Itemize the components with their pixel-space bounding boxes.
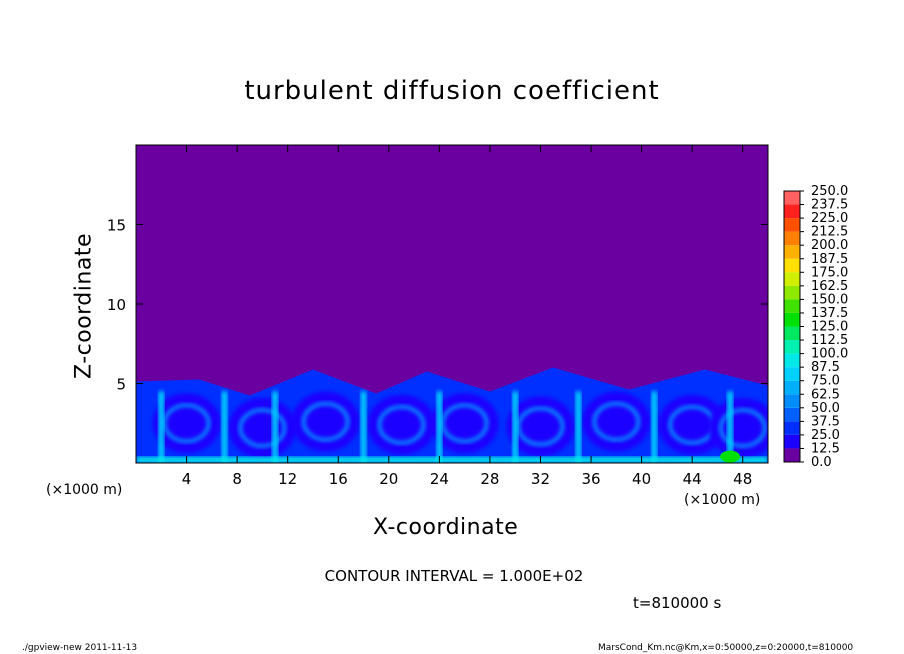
colorbar-swatch [784,191,800,205]
footer-source: MarsCond_Km.nc@Km,x=0:50000,z=0:20000,t=… [598,643,854,653]
colorbar-swatch [784,380,800,395]
colorbar-swatch [784,394,800,408]
colorbar-label: 50.0 [811,401,840,416]
updraft-plume [436,391,443,463]
colorbar-label: 162.5 [811,279,848,294]
x-tick-label: 8 [232,470,242,488]
colorbar-swatch [784,245,800,259]
y-axis: 5 10 15 [107,217,768,394]
updraft-plume [360,391,367,463]
updraft-plume [727,391,734,463]
colorbar-swatch [784,407,800,422]
eddy-ring [516,406,564,446]
colorbar-label: 87.5 [811,360,840,375]
colorbar-swatch [784,448,800,462]
colorbar-swatch [784,434,800,449]
x-tick-label: 36 [581,470,600,488]
colorbar-label: 37.5 [811,414,840,429]
footer-program-date: ./gpview-new 2011-11-13 [22,643,138,653]
colorbar-label: 62.5 [811,387,840,402]
colorbar-label: 125.0 [811,320,848,335]
colorbar-swatch [784,285,800,300]
eddy-ring [377,405,425,445]
colorbar: 0.012.525.037.550.062.575.087.5100.0112.… [783,184,848,470]
eddy-cell [367,394,436,455]
eddy-cell [291,391,360,452]
surface-layer [136,456,768,463]
colorbar-label: 237.5 [811,198,848,213]
colorbar-label: 187.5 [811,252,848,267]
eddy-ring [719,408,767,448]
colorbar-label: 250.0 [811,184,848,199]
colorbar-label: 175.0 [811,265,848,280]
colorbar-label: 0.0 [811,455,832,470]
colorbar-swatch [784,421,800,435]
updraft-plume [512,391,519,463]
y-tick-label: 15 [107,217,126,235]
updraft-plume [158,391,165,463]
colorbar-swatch [784,367,800,381]
eddy-ring [238,408,286,448]
colorbar-swatch [784,204,800,219]
colorbar-label: 12.5 [811,441,840,456]
eddy-cell [708,398,768,459]
eddy-cell [506,396,575,457]
colorbar-label: 100.0 [811,347,848,362]
x-tick-label: 44 [683,470,702,488]
updraft-plume [272,391,279,463]
eddy-cell [582,391,651,452]
colorbar-swatch [784,299,800,313]
x-axis: 4 8 12 16 20 24 28 32 36 40 44 48 [182,145,752,488]
updraft-plume [575,391,582,463]
x-tick-label: 4 [182,470,192,488]
x-axis-label: X-coordinate [373,515,519,540]
x-tick-label: 28 [480,470,499,488]
time-label: t=810000 s [633,594,722,612]
x-tick-label: 48 [733,470,752,488]
x-tick-label: 16 [329,470,348,488]
y-tick-label: 10 [107,296,126,314]
eddy-cell [430,393,499,454]
eddy-cell [228,398,297,459]
colorbar-swatch [784,231,800,246]
eddy-ring [441,403,489,443]
chart-title: turbulent diffusion coefficient [244,76,660,106]
eddy-ring [302,402,350,442]
colorbar-label: 150.0 [811,292,848,307]
updraft-plume [651,391,658,463]
colorbar-swatch [784,272,800,286]
diffusion-field [136,145,768,463]
x-tick-label: 32 [531,470,550,488]
high-value-patch [720,450,741,463]
colorbar-label: 25.0 [811,428,840,443]
x-tick-label: 40 [632,470,651,488]
eddy-ring [163,403,211,443]
eddy-cell [152,393,221,454]
contour-interval-label: CONTOUR INTERVAL = 1.000E+02 [324,567,584,585]
y-tick-label: 5 [116,376,126,394]
colorbar-swatch [784,353,800,368]
colorbar-swatch [784,340,800,354]
x-tick-label: 12 [278,470,297,488]
colorbar-label: 225.0 [811,211,848,226]
colorbar-label: 200.0 [811,238,848,253]
colorbar-label: 212.5 [811,225,848,240]
x-unit-label-left: (×1000 m) [46,482,123,498]
colorbar-swatch [784,326,800,341]
eddy-cell [658,394,727,455]
x-tick-label: 24 [430,470,449,488]
updraft-plume [221,391,228,463]
colorbar-swatch [784,312,800,327]
x-unit-label-right: (×1000 m) [684,492,761,508]
colorbar-swatch [784,218,800,232]
x-tick-label: 20 [379,470,398,488]
y-axis-label: Z-coordinate [71,233,97,379]
colorbar-label: 137.5 [811,306,848,321]
colorbar-label: 75.0 [811,374,840,389]
eddy-ring [592,402,640,442]
colorbar-swatch [784,258,800,273]
colorbar-label: 112.5 [811,333,848,348]
